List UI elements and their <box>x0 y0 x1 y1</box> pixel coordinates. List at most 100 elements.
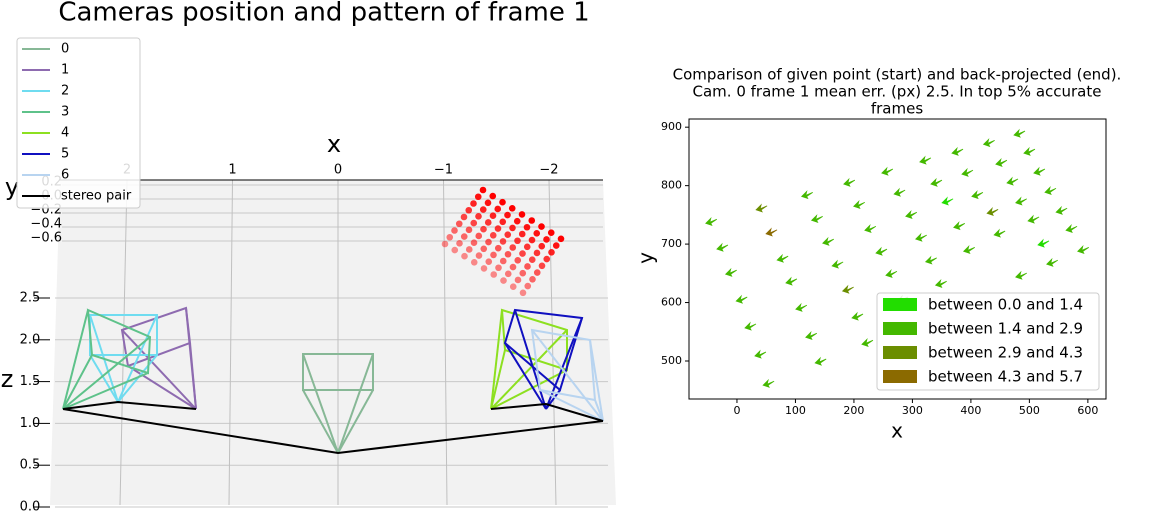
camera-frustum <box>189 342 197 410</box>
camera-frustum <box>62 309 89 410</box>
pattern-point <box>494 225 502 232</box>
arrow <box>961 167 974 177</box>
pattern-point <box>490 271 498 278</box>
camera-frustum <box>127 365 197 410</box>
arrow <box>962 245 975 255</box>
x-tick-label: 0 <box>334 163 342 178</box>
arrow <box>1037 238 1050 248</box>
y-tick-label: 500 <box>661 354 682 367</box>
arrow <box>1027 214 1040 224</box>
pattern-point <box>475 232 483 240</box>
z-axis-label: z <box>1 365 14 393</box>
pattern-point <box>495 264 502 272</box>
pattern-point <box>533 230 541 237</box>
arrow <box>893 187 906 197</box>
y-tick-label: 900 <box>661 120 682 133</box>
arrow <box>1006 176 1019 186</box>
chart-title: Cameras position and pattern of frame 1 <box>58 0 589 28</box>
pattern-point <box>524 282 532 290</box>
legend-label: 6 <box>61 168 69 183</box>
arrow <box>1015 196 1028 206</box>
arrow <box>941 196 954 206</box>
pattern-point <box>499 198 506 206</box>
pattern-point <box>518 211 526 218</box>
pattern-point <box>484 199 492 207</box>
legend-label: between 2.9 and 4.3 <box>928 344 1083 362</box>
pattern-point <box>494 205 502 213</box>
arrow <box>754 349 767 359</box>
pattern-point <box>528 256 536 264</box>
arrow <box>881 166 894 176</box>
arrow <box>785 276 798 286</box>
pattern-point <box>451 227 458 234</box>
arrow <box>993 228 1006 238</box>
pattern-point <box>514 237 521 245</box>
camera-frustum <box>490 369 568 410</box>
arrow <box>805 330 818 340</box>
pattern-point <box>523 223 531 231</box>
pattern-point <box>499 238 507 245</box>
arrow <box>822 236 835 246</box>
legend-swatch <box>883 322 917 335</box>
legend-label: between 0.0 and 1.4 <box>928 296 1083 314</box>
legend-label: between 1.4 and 2.9 <box>928 320 1083 338</box>
pattern-point <box>538 223 545 230</box>
pattern-point <box>480 265 488 272</box>
arrow <box>716 242 729 252</box>
camera-frustum <box>117 314 158 403</box>
x-tick-label: 0 <box>733 404 740 417</box>
pattern-point <box>499 218 507 226</box>
legend-label: 3 <box>61 105 69 120</box>
arrow <box>843 177 856 187</box>
camera-frustum <box>337 389 374 454</box>
legend-swatch <box>883 298 917 311</box>
arrow <box>885 269 898 279</box>
arrow <box>982 138 995 148</box>
arrow <box>795 302 808 312</box>
arrow <box>953 221 966 231</box>
camera-frustum <box>62 372 149 410</box>
arrow <box>1015 270 1028 280</box>
pattern-point <box>485 238 492 246</box>
arrow <box>776 253 789 263</box>
pattern-point <box>528 217 536 224</box>
pattern-point <box>508 205 516 212</box>
arrow <box>986 207 999 217</box>
camera-frustum <box>121 329 197 410</box>
pattern-point <box>504 250 512 258</box>
camera-frustum <box>62 354 93 410</box>
y-axis-label: y <box>634 252 658 264</box>
camera-frustum <box>514 309 547 410</box>
pattern-point <box>455 220 463 228</box>
y-tick-label: 800 <box>661 179 682 192</box>
arrow <box>762 378 775 388</box>
camera-frustum <box>504 342 547 410</box>
x-tick-label: 1 <box>228 163 236 178</box>
pattern-point <box>489 212 497 219</box>
pattern-point <box>528 236 536 244</box>
arrow <box>705 216 718 226</box>
pattern-point <box>441 240 449 248</box>
pattern-point <box>465 226 473 234</box>
arrow <box>814 356 827 366</box>
y-tick-label: −0.6 <box>30 231 62 246</box>
arrow <box>1077 245 1090 255</box>
pattern-point <box>504 270 512 278</box>
arrow <box>864 224 877 233</box>
y-axis-label: y <box>5 173 19 201</box>
camera-frustum <box>594 399 604 422</box>
pattern-point <box>460 213 468 221</box>
pattern-point <box>465 206 473 214</box>
z-tick-label: 2.5 <box>20 291 41 306</box>
z-tick-label: 1.0 <box>20 416 41 431</box>
legend-swatch <box>883 370 917 383</box>
camera-frustum <box>490 309 503 410</box>
pattern-point <box>524 263 531 270</box>
z-tick-label: 0.0 <box>20 500 41 513</box>
legend-label: 5 <box>61 147 69 162</box>
y-tick-label: −0.4 <box>30 217 62 232</box>
pattern-point <box>470 239 478 246</box>
pattern-point <box>480 245 488 253</box>
camera-frustum <box>589 339 604 422</box>
arrow <box>724 267 737 277</box>
